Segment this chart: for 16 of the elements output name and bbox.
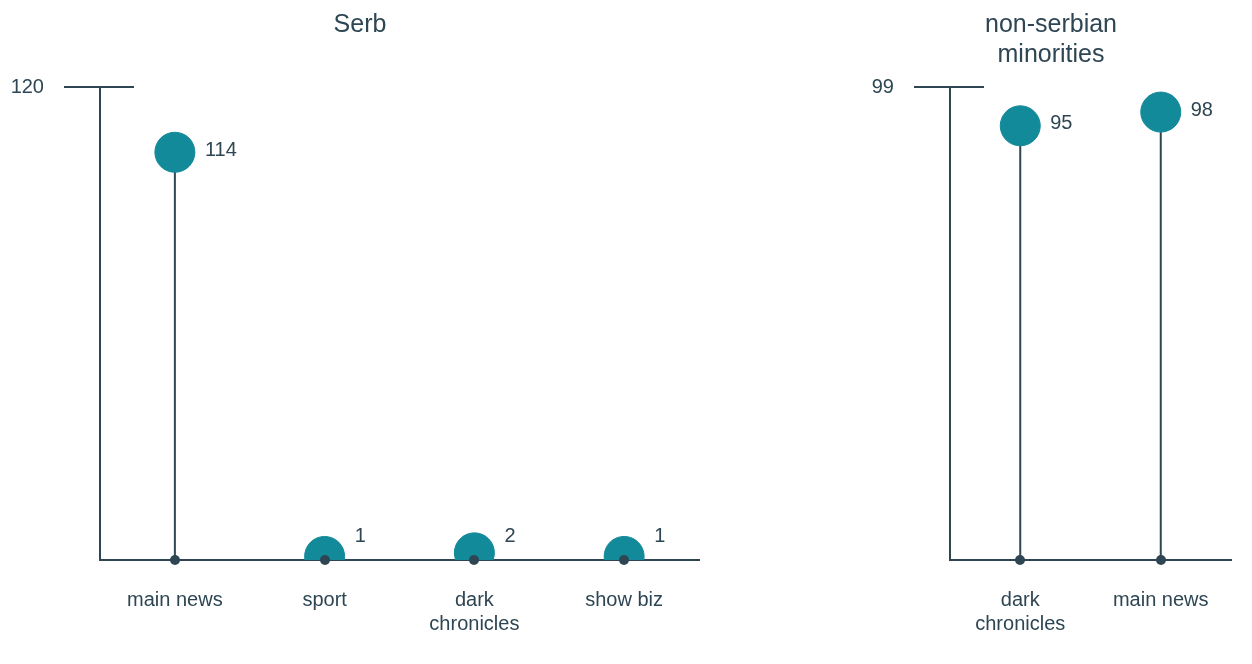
data-label: 95 (1050, 111, 1073, 134)
x-tick-label: show biz (585, 587, 664, 610)
x-tick-label: main news (127, 587, 223, 610)
x-tick-label: sport (302, 587, 348, 610)
x-tick-label: main news (1112, 587, 1209, 610)
text: 120 (10, 74, 44, 97)
data-label: 114 (204, 137, 237, 160)
data-label: 2 (504, 523, 516, 546)
data-label: 1 (654, 523, 666, 546)
x-tick-label: dark chronicles (975, 587, 1066, 634)
chart-title: Serb (332, 8, 388, 39)
x-tick-label: dark chronicles (429, 587, 520, 634)
chart-title: non-serbian minorities (984, 8, 1118, 67)
text: 99 (871, 74, 894, 97)
data-label: 98 (1190, 97, 1213, 120)
data-label: 1 (354, 523, 366, 546)
